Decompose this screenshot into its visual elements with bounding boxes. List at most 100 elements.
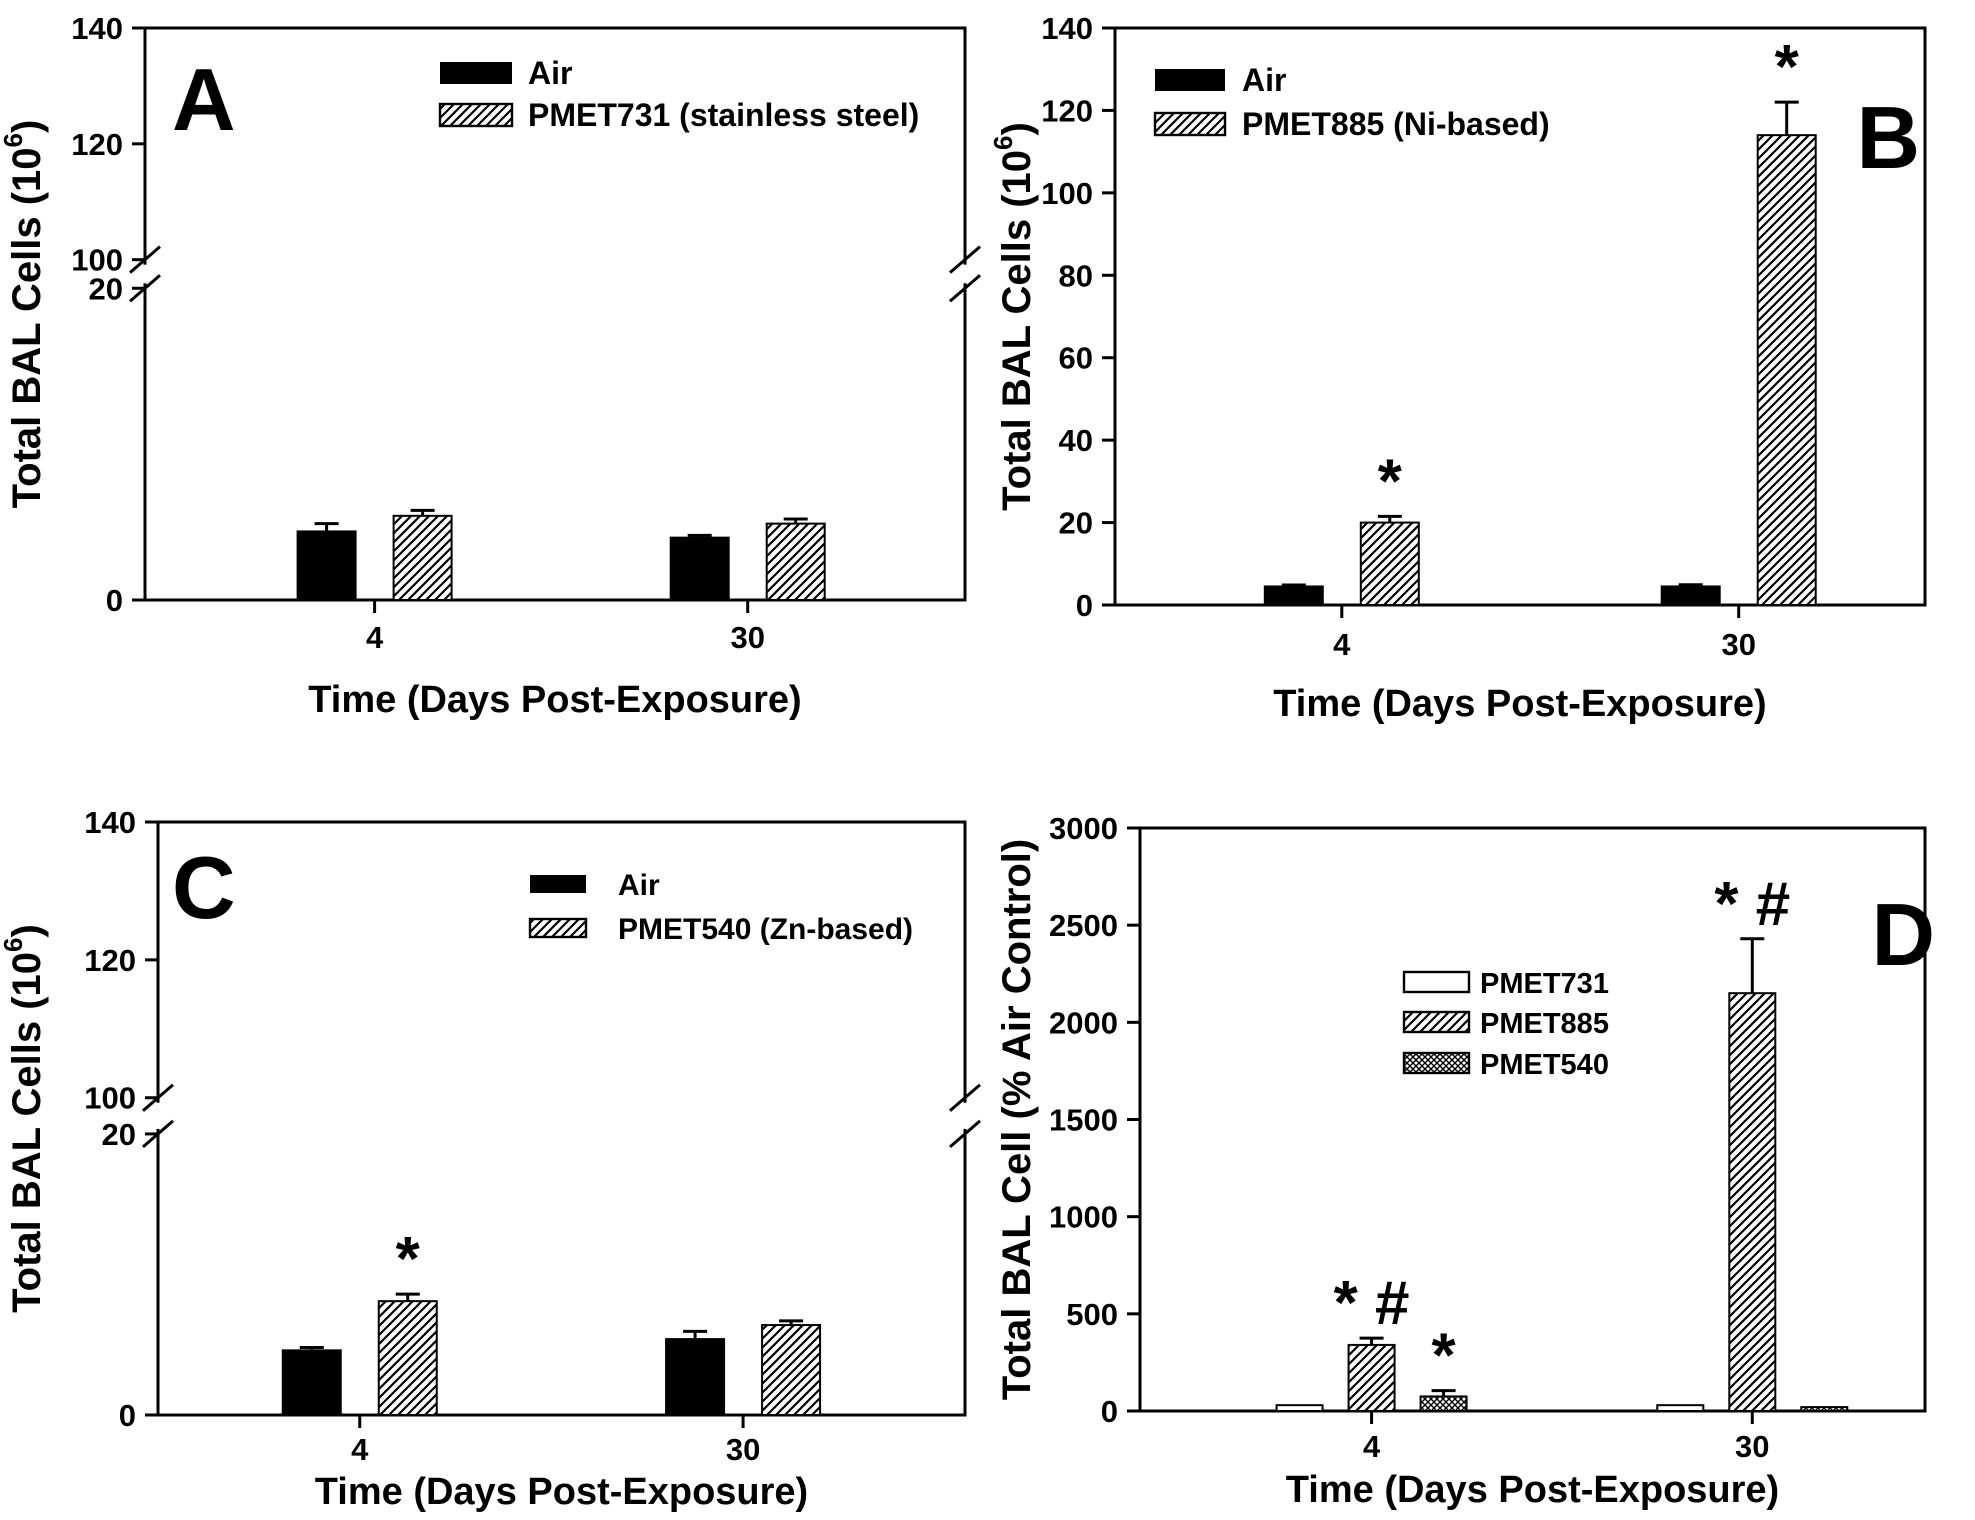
legend-label-pmet540-zn-based: PMET540 (Zn-based) — [618, 913, 913, 946]
bar-air-day4 — [281, 1349, 342, 1416]
panel-C-frame — [156, 820, 967, 1417]
significance-marker: * — [1775, 33, 1800, 102]
legend-label-pmet885-ni-based: PMET885 (Ni-based) — [1242, 106, 1550, 142]
panel-letter-B: B — [1856, 88, 1920, 187]
bar-pmet731-day30 — [1656, 1404, 1705, 1412]
significance-marker: * # — [1334, 1269, 1410, 1338]
panel-letter-A: A — [172, 50, 236, 149]
bar-pmet731-stainless-steel-day4 — [392, 514, 453, 601]
y-tick-label: 2000 — [1049, 1005, 1118, 1040]
y-tick-label: 100 — [1041, 176, 1093, 211]
legend-swatch-air — [1155, 69, 1225, 91]
legend-swatch-pmet540 — [1402, 1051, 1471, 1075]
significance-marker: * — [396, 1225, 421, 1294]
y-tick-label: 140 — [84, 805, 136, 840]
axis-break-mark — [142, 1119, 174, 1149]
legend-B: Air PMET885 (Ni-based) — [1153, 62, 1550, 142]
axis-break-mark — [129, 274, 161, 303]
x-axis-label: Time (Days Post-Exposure) — [308, 679, 801, 721]
axis-break-mark — [949, 245, 981, 274]
y-tick-label: 120 — [71, 127, 123, 162]
y-tick-label: 1000 — [1049, 1200, 1118, 1235]
legend-label-air: Air — [1242, 62, 1286, 98]
axis-break-mark — [129, 245, 161, 274]
y-tick-label: 100 — [84, 1081, 136, 1116]
legend-label-air: Air — [528, 55, 572, 91]
axis-break-mark — [949, 1119, 981, 1149]
x-tick-label: 30 — [1721, 627, 1755, 662]
legend-swatch-pmet731 — [1402, 970, 1471, 994]
panel-D: 0 500 1000 1500 2000 2500 3000 4 30 * # * * # PMET73… — [990, 760, 1975, 1520]
legend-C: Air PMET540 (Zn-based) — [528, 869, 913, 946]
legend-D: PMET731 PMET885 PMET540 — [1402, 968, 1609, 1081]
x-tick-label: 4 — [1363, 1429, 1381, 1464]
y-tick-label: 3000 — [1049, 811, 1118, 846]
panel-letter-C: C — [172, 838, 236, 937]
legend-label-air: Air — [618, 869, 660, 902]
x-tick-label: 30 — [730, 620, 764, 655]
x-axis-label: Time (Days Post-Exposure) — [315, 1471, 808, 1513]
legend-label-pmet731-stainless-steel: PMET731 (stainless steel) — [528, 97, 919, 133]
bar-pmet885-day4 — [1347, 1343, 1396, 1413]
y-tick-label: 100 — [71, 243, 123, 278]
bar-air-day4 — [1263, 585, 1324, 606]
panel-A: 0 20 100 120 140 4 30 Air PMET731 (stainless ste… — [0, 0, 990, 760]
y-tick-label: 20 — [1059, 506, 1093, 541]
y-axis-label: Total BAL Cells (106) — [0, 120, 49, 509]
y-tick-label: 120 — [1041, 93, 1093, 128]
bar-pmet885-ni-based-day4 — [1359, 521, 1420, 606]
axis-break-mark — [949, 274, 981, 303]
panel-B: 0 20 40 60 80 100 120 140 4 30 * * Air PMET885 (Ni-ba… — [990, 0, 1975, 760]
y-tick-label: 0 — [1101, 1394, 1118, 1429]
bar-pmet540-day30 — [1800, 1406, 1849, 1413]
bar-pmet540-day4 — [1419, 1395, 1468, 1412]
x-tick-label: 30 — [1735, 1429, 1769, 1464]
bar-air-day4 — [296, 530, 357, 601]
legend-swatch-air — [530, 875, 586, 893]
legend-A: Air PMET731 (stainless steel) — [438, 55, 919, 133]
y-axis-label: Total BAL Cells (106) — [990, 122, 1039, 511]
panel-B-chart: 0 20 40 60 80 100 120 140 4 30 * * Air PMET885 (Ni-ba… — [990, 11, 1927, 725]
bar-pmet885-day30 — [1728, 992, 1777, 1413]
legend-label-pmet731: PMET731 — [1480, 968, 1609, 1000]
legend-label-pmet540: PMET540 — [1480, 1049, 1609, 1081]
panel-A-frame — [143, 26, 967, 602]
panel-B-frame — [1113, 26, 1927, 607]
bar-air-day30 — [1660, 585, 1721, 606]
y-tick-label: 20 — [89, 271, 123, 306]
bar-air-day30 — [669, 536, 730, 601]
bar-pmet731-day4 — [1275, 1404, 1324, 1412]
legend-swatch-pmet540-zn-based — [528, 917, 588, 939]
x-tick-label: 30 — [726, 1432, 760, 1467]
y-tick-label: 0 — [119, 1398, 136, 1433]
x-axis-label: Time (Days Post-Exposure) — [1273, 683, 1766, 725]
legend-swatch-pmet885 — [1402, 1010, 1471, 1034]
legend-swatch-pmet731-stainless-steel — [438, 102, 514, 128]
y-tick-label: 0 — [106, 583, 123, 618]
y-tick-label: 80 — [1059, 258, 1093, 293]
bar-pmet540-zn-based-day30 — [761, 1324, 822, 1417]
y-tick-label: 1500 — [1049, 1103, 1118, 1138]
y-axis-label: Total BAL Cell (% Air Control) — [995, 839, 1039, 1400]
y-tick-label: 2500 — [1049, 908, 1118, 943]
bar-pmet731-stainless-steel-day30 — [765, 522, 826, 602]
y-tick-label: 60 — [1059, 341, 1093, 376]
x-tick-label: 4 — [351, 1432, 369, 1467]
panel-D-frame — [1138, 826, 1927, 1413]
legend-swatch-air — [440, 62, 512, 84]
bar-pmet540-zn-based-day4 — [377, 1300, 438, 1417]
legend-swatch-pmet885-ni-based — [1153, 111, 1227, 137]
y-tick-label: 20 — [102, 1117, 136, 1152]
y-tick-label: 120 — [84, 943, 136, 978]
significance-marker: * — [1432, 1322, 1457, 1391]
x-tick-label: 4 — [366, 620, 384, 655]
y-tick-label: 0 — [1076, 588, 1093, 623]
significance-marker: * # — [1714, 870, 1790, 939]
panel-D-chart: 0 500 1000 1500 2000 2500 3000 4 30 * # * * # PMET73… — [995, 811, 1935, 1511]
y-tick-label: 500 — [1066, 1297, 1118, 1332]
significance-marker: * — [1378, 447, 1403, 516]
legend-label-pmet885: PMET885 — [1480, 1008, 1609, 1040]
